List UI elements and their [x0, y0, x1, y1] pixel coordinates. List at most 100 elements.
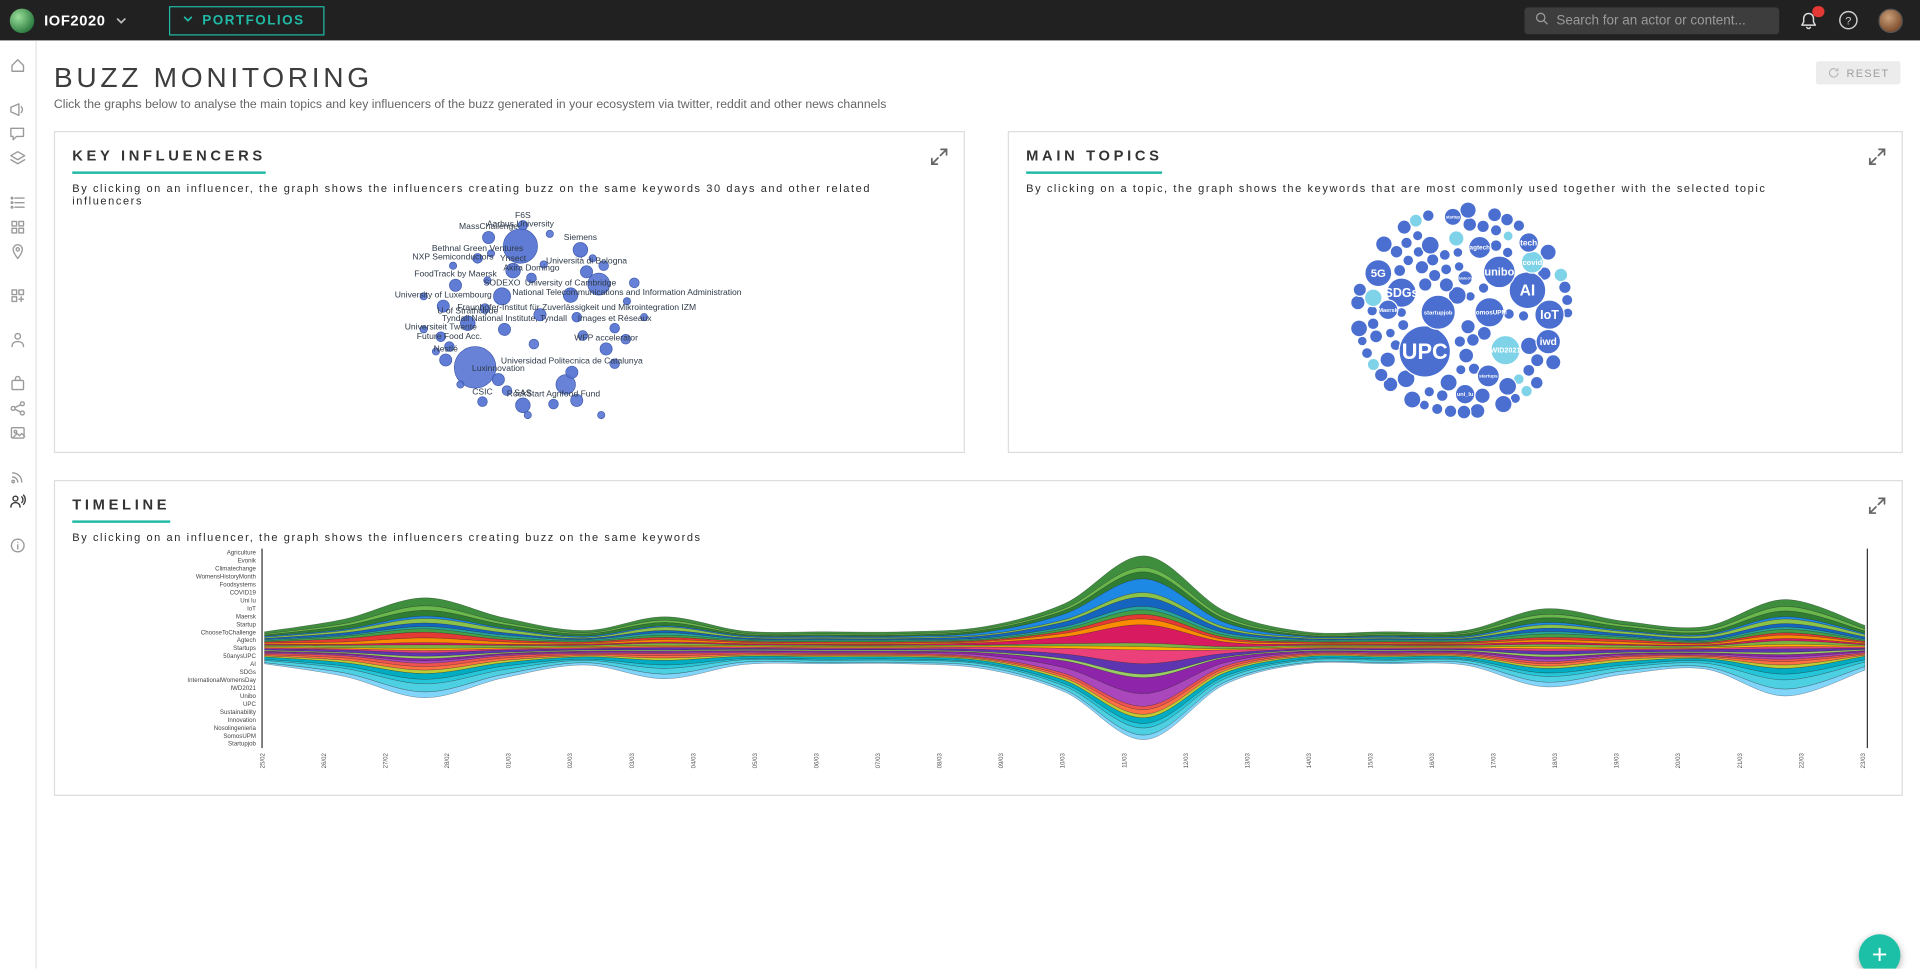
topic-bubble[interactable]: [1425, 253, 1440, 267]
app-logo[interactable]: [9, 7, 35, 33]
topic-bubble[interactable]: [1474, 387, 1491, 405]
topic-bubble[interactable]: [1402, 254, 1415, 267]
influencer-bubble[interactable]: [528, 338, 540, 350]
topic-bubble[interactable]: [1464, 290, 1476, 302]
topic-bubble[interactable]: [1535, 328, 1562, 355]
search-box[interactable]: [1524, 6, 1780, 34]
influencer-bubble[interactable]: [483, 276, 492, 285]
sidebar-item-actors[interactable]: [4, 327, 31, 351]
influencer-bubble[interactable]: [456, 380, 465, 389]
influencer-bubble[interactable]: [444, 341, 455, 352]
sidebar-item-buzz[interactable]: [4, 489, 31, 513]
topic-bubble[interactable]: [1398, 325, 1452, 378]
influencer-bubble[interactable]: [460, 315, 476, 331]
topic-bubble[interactable]: [1458, 347, 1475, 364]
influencer-bubble[interactable]: [482, 231, 496, 244]
influencer-bubble[interactable]: [577, 330, 589, 341]
topic-bubble[interactable]: [1457, 270, 1474, 286]
topic-bubble[interactable]: [1364, 259, 1393, 288]
sidebar-item-network[interactable]: [4, 396, 31, 420]
sidebar-item-messages[interactable]: [4, 121, 31, 145]
influencer-bubble[interactable]: [620, 333, 631, 345]
topic-bubble[interactable]: [1500, 212, 1515, 227]
topic-bubble[interactable]: [1408, 213, 1423, 228]
app-switcher-chevron-icon[interactable]: [115, 14, 127, 26]
topic-bubble[interactable]: [1435, 389, 1449, 403]
topic-bubble[interactable]: [1356, 335, 1368, 347]
sidebar-item-projects[interactable]: [4, 371, 31, 395]
topic-bubble[interactable]: [1494, 394, 1513, 414]
influencer-bubble[interactable]: [545, 229, 554, 238]
influencer-bubble[interactable]: [502, 228, 538, 264]
topic-bubble[interactable]: [1438, 277, 1455, 293]
topic-bubble[interactable]: [1490, 334, 1521, 366]
portfolios-button[interactable]: PORTFOLIOS: [169, 5, 325, 35]
add-button[interactable]: +: [1858, 934, 1901, 969]
topic-bubble[interactable]: [1545, 354, 1562, 371]
help-button[interactable]: ?: [1838, 10, 1859, 31]
topic-bubble[interactable]: [1379, 351, 1397, 369]
topic-bubble[interactable]: [1486, 207, 1503, 223]
topic-bubble[interactable]: [1438, 248, 1451, 262]
topic-bubble[interactable]: [1476, 219, 1490, 234]
topic-bubble[interactable]: [1447, 230, 1465, 247]
topic-bubble[interactable]: [1393, 263, 1407, 278]
influencer-bubble[interactable]: [479, 303, 491, 314]
topic-bubble[interactable]: [1439, 373, 1458, 392]
topic-bubble[interactable]: [1440, 263, 1453, 276]
influencer-bubble[interactable]: [439, 353, 453, 367]
influencer-bubble[interactable]: [505, 262, 521, 279]
topic-bubble[interactable]: [1373, 367, 1389, 383]
topic-bubble[interactable]: [1417, 277, 1433, 292]
topic-bubble[interactable]: [1363, 288, 1383, 308]
influencer-bubble[interactable]: [587, 272, 611, 296]
topic-bubble[interactable]: [1454, 383, 1476, 405]
topic-bubble[interactable]: [1382, 376, 1399, 393]
topic-bubble[interactable]: [1427, 268, 1442, 283]
topic-bubble[interactable]: [1465, 332, 1480, 347]
influencer-bubble[interactable]: [570, 393, 584, 407]
influencer-bubble[interactable]: [515, 397, 531, 413]
topic-bubble[interactable]: [1400, 236, 1413, 250]
topic-bubble[interactable]: [1430, 402, 1444, 416]
influencer-bubble[interactable]: [533, 308, 547, 322]
sidebar-item-announcements[interactable]: [4, 97, 31, 121]
topic-bubble[interactable]: [1443, 207, 1463, 227]
topic-bubble[interactable]: [1403, 390, 1422, 409]
topic-bubble[interactable]: [1539, 243, 1557, 261]
notifications-button[interactable]: [1799, 5, 1825, 30]
topic-bubble[interactable]: [1420, 294, 1456, 330]
timeline-stream-chart[interactable]: AgricultureEvonikClimatechangeWomensHist…: [72, 544, 1884, 795]
topic-bubble[interactable]: [1459, 201, 1477, 219]
influencer-bubble[interactable]: [419, 292, 428, 301]
influencer-bubble[interactable]: [491, 373, 505, 387]
topic-bubble[interactable]: [1377, 299, 1399, 321]
topic-bubble[interactable]: [1374, 235, 1393, 254]
topic-bubble[interactable]: [1386, 277, 1417, 308]
topics-bubble-chart[interactable]: UPC AI 5G SDGs unibo IoT startupjob somosUPM iwd…: [1009, 195, 1902, 440]
topic-bubble[interactable]: [1455, 363, 1467, 376]
influencer-bubble[interactable]: [449, 261, 458, 270]
influencer-bubble[interactable]: [498, 322, 511, 336]
reset-button[interactable]: RESET: [1815, 61, 1901, 85]
topic-bubble[interactable]: [1489, 239, 1503, 253]
influencer-bubble[interactable]: [548, 398, 559, 410]
topic-bubble[interactable]: [1530, 352, 1545, 368]
topic-bubble[interactable]: [1520, 384, 1533, 398]
topic-bubble[interactable]: [1477, 282, 1490, 294]
topic-bubble[interactable]: [1453, 335, 1467, 348]
topic-bubble[interactable]: [1519, 336, 1539, 356]
influencer-bubble[interactable]: [453, 346, 497, 389]
topic-bubble[interactable]: [1447, 285, 1467, 305]
influencer-bubble[interactable]: [598, 260, 609, 271]
expand-topics-button[interactable]: [1865, 144, 1889, 172]
sidebar-item-media[interactable]: [4, 420, 31, 444]
influencer-bubble[interactable]: [640, 313, 649, 322]
expand-influencers-button[interactable]: [927, 144, 951, 172]
influencer-bubble[interactable]: [565, 365, 579, 379]
sidebar-item-content[interactable]: [4, 146, 31, 170]
topic-bubble[interactable]: [1553, 267, 1569, 283]
sidebar-item-apps[interactable]: [4, 214, 31, 238]
topic-bubble[interactable]: [1498, 376, 1518, 396]
influencer-bubble[interactable]: [436, 299, 450, 313]
